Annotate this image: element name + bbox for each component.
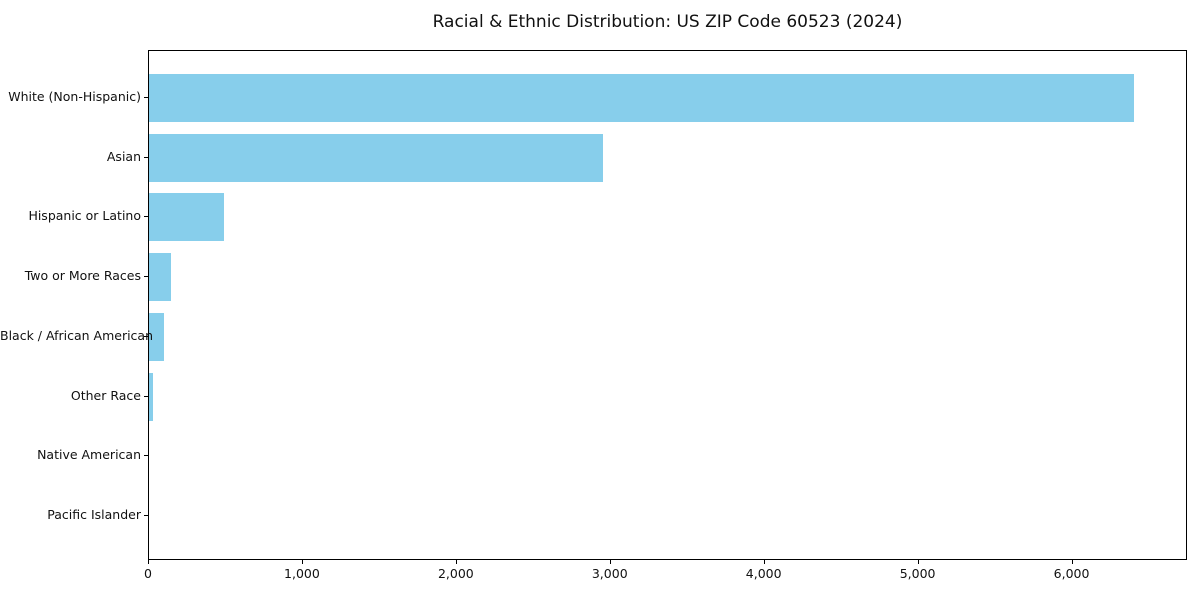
- x-tick-label: 0: [144, 566, 152, 581]
- x-tick-mark: [301, 560, 303, 564]
- y-tick-mark: [144, 455, 148, 457]
- category-label: Two or More Races: [24, 268, 141, 284]
- x-tick-mark: [148, 560, 149, 564]
- y-tick-mark: [144, 216, 148, 218]
- plot-area: [148, 50, 1187, 560]
- bar: [149, 133, 604, 182]
- category-label: White (Non-Hispanic): [8, 89, 141, 104]
- category-label: Pacific Islander: [47, 507, 141, 522]
- chart-title: Racial & Ethnic Distribution: US ZIP Cod…: [432, 12, 903, 32]
- y-tick-mark: [144, 515, 148, 516]
- x-tick-label: 5,000: [899, 566, 936, 581]
- x-tick-mark: [917, 560, 919, 564]
- x-tick-label: 4,000: [745, 566, 782, 581]
- y-tick-mark: [144, 395, 148, 397]
- bar: [149, 253, 172, 302]
- y-tick-mark: [144, 335, 148, 337]
- category-label: Asian: [106, 148, 141, 164]
- x-tick-label: 6,000: [1053, 566, 1090, 581]
- x-tick-mark: [1071, 560, 1073, 564]
- category-label: Other Race: [70, 387, 141, 403]
- bar: [149, 193, 224, 242]
- x-tick-label: 1,000: [284, 566, 320, 581]
- category-label: Hispanic or Latino: [28, 208, 141, 224]
- x-tick-mark: [609, 560, 611, 564]
- y-tick-mark: [144, 156, 148, 158]
- x-tick-mark: [763, 560, 765, 564]
- bar: [149, 312, 165, 361]
- x-tick-label: 2,000: [437, 566, 474, 581]
- category-label: Black / African American: [0, 327, 154, 343]
- x-tick-mark: [455, 560, 457, 564]
- x-tick-label: 3,000: [591, 566, 628, 581]
- y-tick-mark: [144, 276, 148, 278]
- bar: [149, 74, 1135, 122]
- category-label: Native American: [37, 447, 141, 463]
- y-tick-mark: [144, 97, 148, 98]
- bar: [149, 372, 153, 421]
